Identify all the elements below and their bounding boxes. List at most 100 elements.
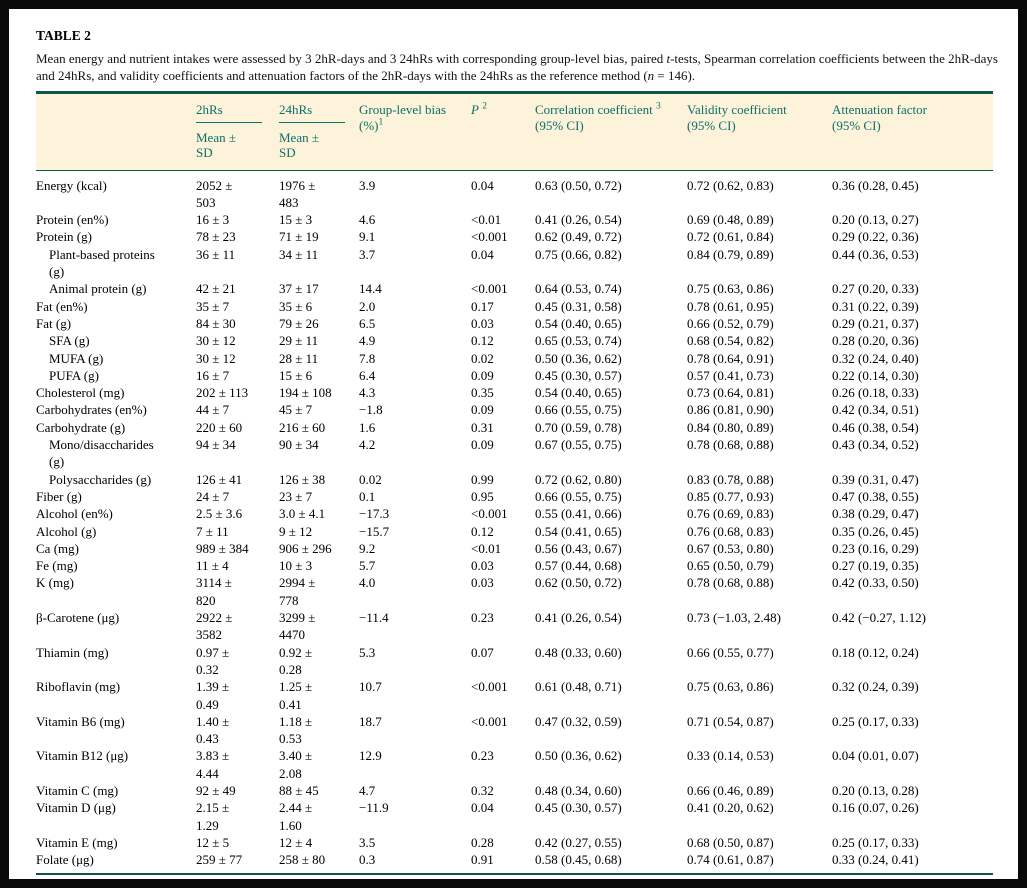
cell-value: 0.67 (0.53, 0.80) bbox=[687, 540, 774, 556]
cell-value: 0.54 (0.41, 0.65) bbox=[535, 523, 622, 539]
cell-p: 0.23 bbox=[471, 747, 535, 782]
cell-bias: 0.3 bbox=[359, 851, 471, 876]
cell-value: 0.02 bbox=[359, 471, 382, 487]
cell-attenuation: 0.25 (0.17, 0.33) bbox=[832, 713, 993, 748]
cell-value: 0.36 (0.28, 0.45) bbox=[832, 177, 919, 193]
cell-2hrs: 2.15 ± 1.29 bbox=[196, 799, 279, 834]
cell-24hrs: 3299 ± 4470 bbox=[279, 609, 359, 644]
cell-value: 0.33 (0.24, 0.41) bbox=[832, 852, 919, 868]
cell-value: −15.7 bbox=[359, 523, 390, 539]
cell-value: 78 ± 23 bbox=[196, 229, 236, 245]
cell-value: 0.04 bbox=[471, 177, 494, 193]
cell-p: <0.01 bbox=[471, 211, 535, 228]
cell-correlation: 0.66 (0.55, 0.75) bbox=[535, 488, 687, 505]
cell-correlation: 0.45 (0.31, 0.58) bbox=[535, 298, 687, 315]
cell-bias: 5.7 bbox=[359, 557, 471, 574]
cell-24hrs: 34 ± 11 bbox=[279, 246, 359, 281]
cell-value: 0.57 (0.41, 0.73) bbox=[687, 367, 774, 383]
cell-value: 0.50 (0.36, 0.62) bbox=[535, 350, 622, 366]
cell-attenuation: 0.35 (0.26, 0.45) bbox=[832, 523, 993, 540]
table-row: β-Carotene (μg) 2922 ± 3582 3299 ± 4470 −11… bbox=[36, 609, 993, 644]
cell-correlation: 0.72 (0.62, 0.80) bbox=[535, 471, 687, 488]
cell-value: 0.20 (0.13, 0.28) bbox=[832, 782, 919, 798]
cell-24hrs: 15 ± 6 bbox=[279, 367, 359, 384]
cell-value: 0.85 (0.77, 0.93) bbox=[687, 488, 774, 504]
cell-value: 0.18 (0.12, 0.24) bbox=[832, 644, 919, 660]
cell-2hrs: 16 ± 3 bbox=[196, 211, 279, 228]
cell-bias: 4.9 bbox=[359, 332, 471, 349]
cell-2hrs: 30 ± 12 bbox=[196, 350, 279, 367]
cell-value: −11.9 bbox=[359, 800, 389, 816]
header-nutrient-blank bbox=[36, 90, 196, 171]
cell-value: 0.09 bbox=[471, 402, 494, 418]
cell-value: 3.40 ± 2.08 bbox=[279, 748, 313, 781]
cell-2hrs: 1.39 ± 0.49 bbox=[196, 678, 279, 713]
cell-value: 0.07 bbox=[471, 644, 494, 660]
cell-p: 0.95 bbox=[471, 488, 535, 505]
cell-value: 1.40 ± 0.43 bbox=[196, 713, 230, 747]
cell-value: 0.25 (0.17, 0.33) bbox=[832, 834, 919, 850]
cell-value: 0.31 (0.22, 0.39) bbox=[832, 298, 919, 314]
cell-2hrs: 11 ± 4 bbox=[196, 557, 279, 574]
cell-24hrs: 35 ± 6 bbox=[279, 298, 359, 315]
cell-value: 0.31 bbox=[471, 419, 494, 435]
cell-value: 0.76 (0.69, 0.83) bbox=[687, 506, 774, 522]
cell-value: 0.39 (0.31, 0.47) bbox=[832, 471, 919, 487]
cell-24hrs: 216 ± 60 bbox=[279, 419, 359, 436]
cell-p: 0.91 bbox=[471, 851, 535, 876]
cell-attenuation: 0.38 (0.29, 0.47) bbox=[832, 505, 993, 522]
footnote-marker-3: 3 bbox=[656, 101, 661, 112]
cell-value: 14.4 bbox=[359, 281, 382, 297]
cell-attenuation: 0.16 (0.07, 0.26) bbox=[832, 799, 993, 834]
cell-value: 0.42 (0.33, 0.50) bbox=[832, 575, 919, 591]
cell-value: 0.26 (0.18, 0.33) bbox=[832, 385, 919, 401]
cell-attenuation: 0.33 (0.24, 0.41) bbox=[832, 851, 993, 876]
cell-value: 0.12 bbox=[471, 333, 494, 349]
nutrient-label: K (mg) bbox=[36, 575, 74, 591]
cell-value: 0.73 (−1.03, 2.48) bbox=[687, 610, 781, 626]
cell-p: 0.35 bbox=[471, 384, 535, 401]
nutrient-label: Carbohydrates (en%) bbox=[36, 402, 147, 418]
cell-nutrient: Polysaccharides (g) bbox=[36, 471, 196, 488]
cell-attenuation: 0.20 (0.13, 0.28) bbox=[832, 782, 993, 799]
cell-value: 0.91 bbox=[471, 852, 494, 868]
nutrient-label: Fat (g) bbox=[36, 315, 72, 331]
cell-2hrs: 1.40 ± 0.43 bbox=[196, 713, 279, 748]
cell-value: 0.23 (0.16, 0.29) bbox=[832, 540, 919, 556]
caption-italic-n: n bbox=[647, 67, 655, 83]
cell-value: 0.54 (0.40, 0.65) bbox=[535, 315, 622, 331]
table-row: Animal protein (g) 42 ± 21 37 ± 17 14.4 <0.0… bbox=[36, 280, 993, 297]
cell-validity: 0.78 (0.61, 0.95) bbox=[687, 298, 832, 315]
cell-validity: 0.84 (0.80, 0.89) bbox=[687, 419, 832, 436]
cell-2hrs: 2922 ± 3582 bbox=[196, 609, 279, 644]
cell-value: 0.22 (0.14, 0.30) bbox=[832, 367, 919, 383]
nutrient-label: Vitamin B12 (μg) bbox=[36, 748, 129, 764]
cell-nutrient: Mono/disaccharides (g) bbox=[36, 436, 196, 471]
cell-value: 0.03 bbox=[471, 315, 494, 331]
cell-value: 0.69 (0.48, 0.89) bbox=[687, 212, 774, 228]
cell-attenuation: 0.04 (0.01, 0.07) bbox=[832, 747, 993, 782]
cell-validity: 0.66 (0.52, 0.79) bbox=[687, 315, 832, 332]
caption-text: -tests, Spearman correlation coefficient… bbox=[36, 51, 998, 83]
cell-value: 11 ± 4 bbox=[196, 558, 229, 574]
cell-nutrient: β-Carotene (μg) bbox=[36, 609, 196, 644]
header-attenuation-factor: Attenuation factor (95% CI) bbox=[832, 90, 993, 171]
cell-bias: −11.9 bbox=[359, 799, 471, 834]
cell-bias: 1.6 bbox=[359, 419, 471, 436]
cell-value: 2.5 ± 3.6 bbox=[196, 506, 243, 522]
cell-bias: 3.9 bbox=[359, 170, 471, 211]
cell-value: 0.72 (0.62, 0.80) bbox=[535, 471, 622, 487]
cell-24hrs: 1.18 ± 0.53 bbox=[279, 713, 359, 748]
cell-value: 1.18 ± 0.53 bbox=[279, 713, 313, 747]
cell-value: 2.44 ± 1.60 bbox=[279, 800, 313, 833]
table-row: Plant-based proteins (g) 36 ± 11 34 ± 11 3.… bbox=[36, 246, 993, 281]
cell-value: 0.42 (0.27, 0.55) bbox=[535, 834, 622, 850]
cell-bias: −15.7 bbox=[359, 523, 471, 540]
cell-value: 94 ± 34 bbox=[196, 437, 236, 453]
nutrient-label: Vitamin C (mg) bbox=[36, 782, 119, 798]
nutrient-label: Energy (kcal) bbox=[36, 177, 107, 193]
cell-value: 30 ± 12 bbox=[196, 333, 236, 349]
cell-correlation: 0.45 (0.30, 0.57) bbox=[535, 367, 687, 384]
cell-2hrs: 78 ± 23 bbox=[196, 228, 279, 245]
nutrient-intake-table: 2hRs Mean ± SD 24hRs Mean ± SD Group-lev… bbox=[36, 90, 993, 876]
